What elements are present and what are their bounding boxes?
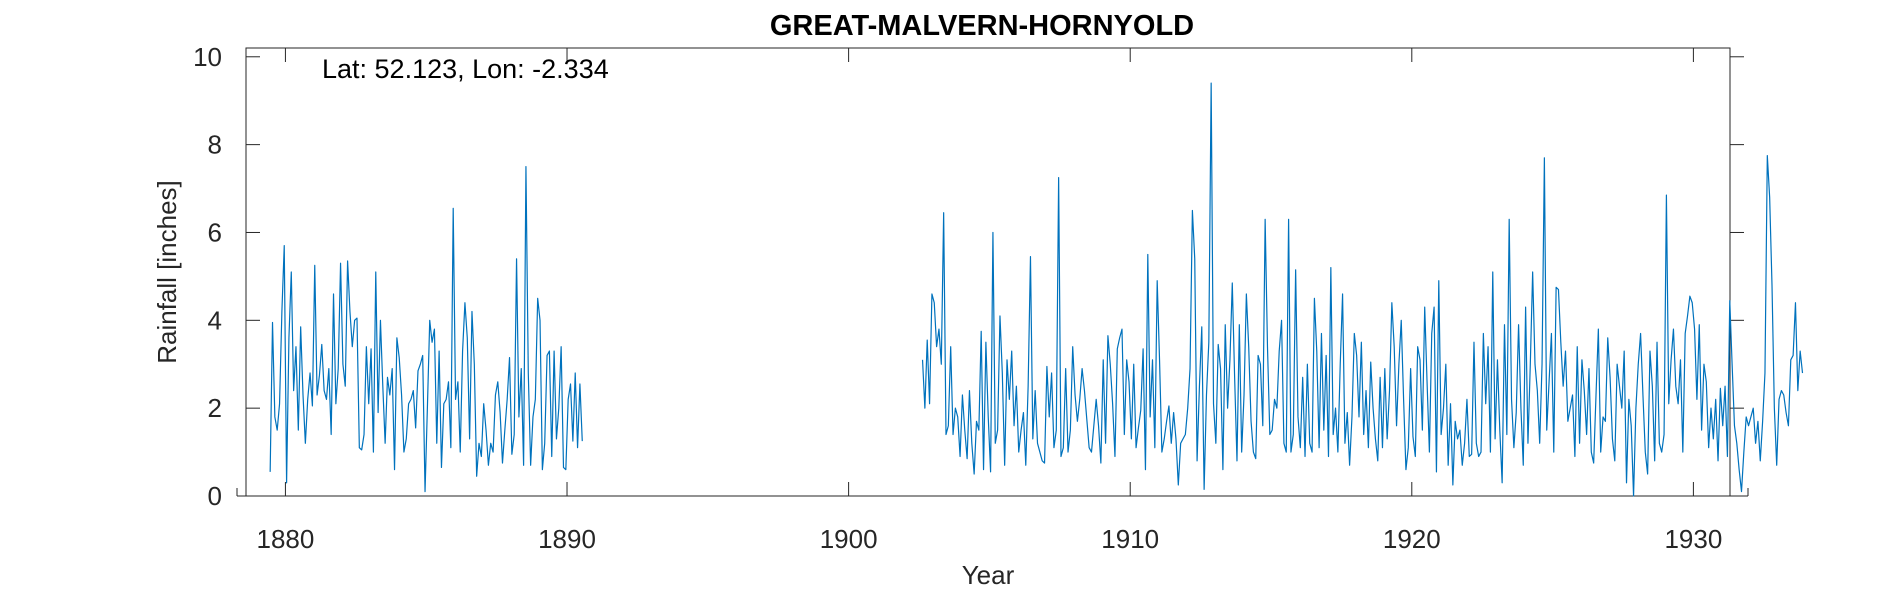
x-tick-label: 1890	[538, 524, 596, 554]
y-tick-label: 8	[208, 130, 222, 160]
x-tick-label: 1900	[820, 524, 878, 554]
x-tick-label: 1930	[1664, 524, 1722, 554]
y-axis-ticks: 0 2 4 6 8 10	[193, 42, 1744, 511]
rainfall-line-segment-2	[921, 82, 1804, 497]
rainfall-line-segment-1	[269, 165, 583, 493]
rainfall-series	[269, 82, 1804, 497]
station-coordinates-annotation: Lat: 52.123, Lon: -2.334	[322, 54, 609, 84]
x-axis-label: Year	[962, 560, 1015, 590]
x-tick-label: 1910	[1101, 524, 1159, 554]
y-tick-label: 6	[208, 217, 222, 247]
y-axis-label: Rainfall [inches]	[152, 180, 182, 364]
y-tick-label: 0	[208, 481, 222, 511]
chart-title: GREAT-MALVERN-HORNYOLD	[770, 10, 1194, 42]
x-tick-label: 1920	[1383, 524, 1441, 554]
x-axis-ticks: 1880 1890 1900 1910 1920 1930	[236, 48, 1749, 554]
y-tick-label: 2	[208, 393, 222, 423]
y-tick-label: 4	[208, 305, 222, 335]
y-tick-label: 10	[193, 42, 222, 72]
x-tick-label: 1880	[257, 524, 315, 554]
